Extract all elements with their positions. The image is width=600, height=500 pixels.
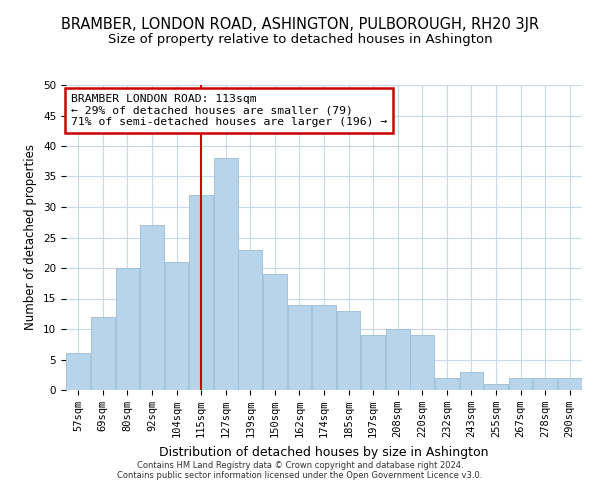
Text: BRAMBER LONDON ROAD: 113sqm
← 29% of detached houses are smaller (79)
71% of sem: BRAMBER LONDON ROAD: 113sqm ← 29% of det… — [71, 94, 388, 128]
Bar — [287, 304, 311, 390]
Bar — [533, 378, 557, 390]
Bar — [312, 304, 336, 390]
Text: Size of property relative to detached houses in Ashington: Size of property relative to detached ho… — [107, 32, 493, 46]
Bar — [214, 158, 238, 390]
Bar — [337, 310, 361, 390]
Bar — [116, 268, 139, 390]
Bar — [484, 384, 508, 390]
Bar — [460, 372, 484, 390]
Bar — [140, 226, 164, 390]
Bar — [361, 335, 385, 390]
X-axis label: Distribution of detached houses by size in Ashington: Distribution of detached houses by size … — [159, 446, 489, 458]
Bar — [189, 195, 213, 390]
Bar — [91, 317, 115, 390]
Bar — [410, 335, 434, 390]
Bar — [263, 274, 287, 390]
Bar — [435, 378, 459, 390]
Text: Contains HM Land Registry data © Crown copyright and database right 2024.
Contai: Contains HM Land Registry data © Crown c… — [118, 460, 482, 480]
Bar — [509, 378, 532, 390]
Bar — [238, 250, 262, 390]
Text: BRAMBER, LONDON ROAD, ASHINGTON, PULBOROUGH, RH20 3JR: BRAMBER, LONDON ROAD, ASHINGTON, PULBORO… — [61, 18, 539, 32]
Bar — [558, 378, 581, 390]
Bar — [386, 329, 410, 390]
Y-axis label: Number of detached properties: Number of detached properties — [25, 144, 37, 330]
Bar — [67, 354, 90, 390]
Bar — [164, 262, 188, 390]
